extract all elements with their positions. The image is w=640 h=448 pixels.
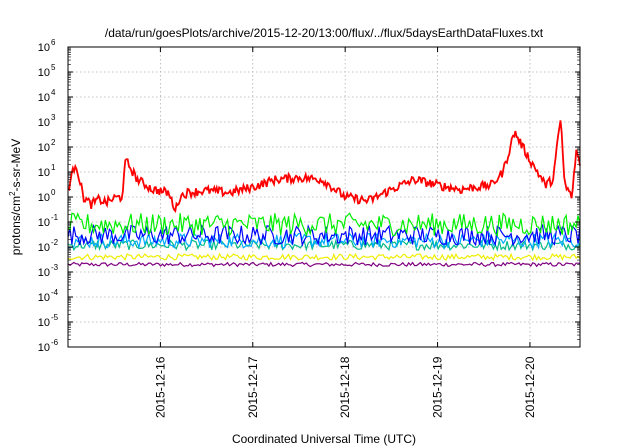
y-tick-label: 10 (38, 217, 50, 229)
x-tick-label: 2015-12-17 (246, 356, 260, 418)
series-line-7 (67, 261, 581, 268)
y-tick-exponent: 1 (51, 163, 56, 172)
series-line-3 (67, 223, 581, 248)
y-tick-label: 10 (38, 42, 50, 54)
y-tick-exponent: -5 (51, 313, 59, 322)
y-tick-exponent: 3 (51, 113, 56, 122)
series-line-1 (67, 120, 581, 213)
y-tick-label: 10 (38, 292, 50, 304)
y-tick-exponent: -4 (51, 288, 59, 297)
series-line-2 (67, 211, 581, 238)
y-tick-exponent: -1 (51, 213, 59, 222)
y-tick-exponent: 2 (51, 138, 56, 147)
chart-title: /data/run/goesPlots/archive/2015-12-20/1… (105, 26, 544, 40)
y-tick-label: 10 (38, 142, 50, 154)
y-tick-exponent: 5 (51, 63, 56, 72)
y-tick-label: 10 (38, 342, 50, 354)
y-axis-label-rest: -s-sr-MeV (9, 139, 23, 192)
y-tick-label: 10 (38, 92, 50, 104)
gridlines (68, 47, 580, 347)
y-axis-label: protons/cm2-s-sr-MeV (8, 139, 23, 255)
y-tick-exponent: 0 (51, 188, 56, 197)
y-axis-ticks: 10 -610 -510 -410 -310 -210 -110 010 110 210 310 41… (38, 38, 580, 354)
y-tick-exponent: -2 (51, 238, 59, 247)
y-tick-exponent: -6 (51, 338, 59, 347)
y-axis-label-sup: 2 (8, 191, 17, 196)
y-tick-exponent: -3 (51, 263, 59, 272)
y-tick-label: 10 (38, 267, 50, 279)
y-tick-label: 10 (38, 192, 50, 204)
x-axis-ticks: 2015-12-16 2015-12-17 2015-12-18 2015-12-19… (153, 47, 537, 418)
series-layer (67, 120, 581, 268)
y-tick-label: 10 (38, 67, 50, 79)
y-tick-label: 10 (38, 242, 50, 254)
y-tick-label: 10 (38, 117, 50, 129)
x-tick-label: 2015-12-20 (523, 356, 537, 418)
x-tick-label: 2015-12-16 (153, 356, 167, 418)
y-tick-label: 10 (38, 167, 50, 179)
series-line-6 (67, 252, 581, 262)
x-axis-label: Coordinated Universal Time (UTC) (232, 432, 416, 446)
y-tick-exponent: 6 (51, 38, 56, 47)
y-tick-label: 10 (38, 317, 50, 329)
series-line-5 (67, 238, 581, 252)
x-tick-label: 2015-12-19 (431, 356, 445, 418)
x-tick-label: 2015-12-18 (338, 356, 352, 418)
y-axis-label-base: protons/cm (9, 196, 23, 255)
y-tick-exponent: 4 (51, 88, 56, 97)
